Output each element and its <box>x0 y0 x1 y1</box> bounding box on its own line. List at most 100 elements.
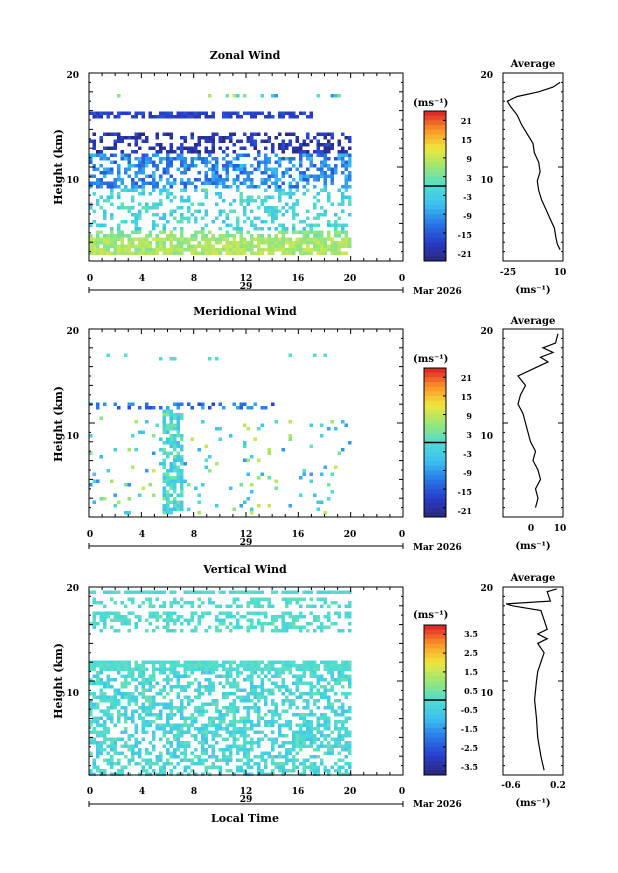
colorbar-tick: 15 <box>461 135 472 145</box>
heatmap-cell <box>208 455 212 459</box>
colorbar-swatch <box>424 120 446 126</box>
heatmap-cell <box>106 132 110 136</box>
heatmap-cell <box>264 758 268 762</box>
heatmap-cell <box>316 216 320 220</box>
heatmap-cell <box>173 483 177 487</box>
heatmap-cell <box>131 590 135 594</box>
heatmap-cell <box>96 664 100 668</box>
heatmap-cell <box>239 699 243 703</box>
heatmap-cell <box>236 220 240 224</box>
heatmap-cell <box>313 136 317 140</box>
heatmap-cell <box>159 241 163 245</box>
heatmap-cell <box>292 713 296 717</box>
heatmap-cell <box>302 472 306 476</box>
heatmap-cell <box>323 667 327 671</box>
colorbar-swatch <box>424 685 446 692</box>
heatmap-cell <box>183 185 187 189</box>
heatmap-cell <box>99 153 103 157</box>
heatmap-cell <box>281 744 285 748</box>
heatmap-cell <box>215 251 219 255</box>
heatmap-cell <box>152 678 156 682</box>
heatmap-cell <box>169 709 173 713</box>
heatmap-cell <box>180 629 184 633</box>
heatmap-cell <box>187 209 191 213</box>
heatmap-cell <box>253 115 257 119</box>
heatmap-cell <box>96 178 100 182</box>
heatmap-cell <box>113 590 117 594</box>
heatmap-cell <box>103 223 107 227</box>
heatmap-cell <box>344 660 348 664</box>
heatmap-cell <box>299 164 303 168</box>
heatmap-cell <box>292 248 296 252</box>
heatmap-cell <box>96 248 100 252</box>
heatmap-cell <box>173 713 177 717</box>
heatmap-cell <box>316 720 320 724</box>
heatmap-cell <box>124 744 128 748</box>
heatmap-cell <box>257 765 261 769</box>
heatmap-cell <box>190 671 194 675</box>
heatmap-cell <box>92 615 96 619</box>
heatmap-cell <box>155 213 159 217</box>
panel-title: Vertical Wind <box>202 563 287 576</box>
heatmap-cell <box>292 115 296 119</box>
heatmap-cell <box>187 164 191 168</box>
heatmap-cell <box>218 136 222 140</box>
heatmap-cell <box>89 664 93 668</box>
heatmap-cell <box>187 695 191 699</box>
heatmap-cell <box>309 744 313 748</box>
heatmap-cell <box>302 615 306 619</box>
heatmap-cell <box>260 671 264 675</box>
heatmap-cell <box>302 713 306 717</box>
x-tick-label: 0 <box>399 530 405 540</box>
heatmap-cell <box>211 699 215 703</box>
heatmap-cell <box>337 765 341 769</box>
heatmap-cell <box>320 164 324 168</box>
colorbar-swatch <box>424 125 446 131</box>
heatmap-cell <box>173 500 177 504</box>
heatmap-cell <box>285 251 289 255</box>
heatmap-cell <box>316 178 320 182</box>
heatmap-cell <box>337 706 341 710</box>
heatmap-cell <box>96 681 100 685</box>
heatmap-cell <box>124 709 128 713</box>
heatmap-cell <box>281 618 285 622</box>
heatmap-cell <box>278 230 282 234</box>
heatmap-cell <box>113 241 117 245</box>
heatmap-cell <box>183 139 187 143</box>
heatmap-cell <box>183 237 187 241</box>
heatmap-cell <box>260 590 264 594</box>
heatmap-cell <box>145 723 149 727</box>
heatmap-cell <box>211 744 215 748</box>
heatmap-cell <box>166 507 170 511</box>
heatmap-cell <box>302 674 306 678</box>
heatmap-cell <box>316 755 320 759</box>
heatmap-cell <box>236 244 240 248</box>
heatmap-cell <box>232 132 236 136</box>
heatmap-cell <box>117 692 121 696</box>
heatmap-cell <box>180 469 184 473</box>
heatmap-cell <box>218 192 222 196</box>
heatmap-cell <box>323 597 327 601</box>
heatmap-cell <box>197 157 201 161</box>
heatmap-cell <box>166 702 170 706</box>
heatmap-cell <box>278 674 282 678</box>
heatmap-cell <box>96 678 100 682</box>
heatmap-cell <box>229 615 233 619</box>
heatmap-cell <box>180 751 184 755</box>
heatmap-cell <box>131 734 135 738</box>
heatmap-cell <box>113 706 117 710</box>
heatmap-cell <box>257 664 261 668</box>
heatmap-cell <box>96 671 100 675</box>
heatmap-cell <box>215 237 219 241</box>
heatmap-cell <box>117 611 121 615</box>
heatmap-cell <box>264 146 268 150</box>
heatmap-cell <box>306 604 310 608</box>
heatmap-cell <box>134 227 138 231</box>
heatmap-cell <box>302 772 306 776</box>
heatmap-cell <box>250 185 254 189</box>
heatmap-cell <box>309 709 313 713</box>
heatmap-cell <box>162 185 166 189</box>
heatmap-cell <box>180 248 184 252</box>
heatmap-cell <box>271 251 275 255</box>
heatmap-cell <box>299 230 303 234</box>
